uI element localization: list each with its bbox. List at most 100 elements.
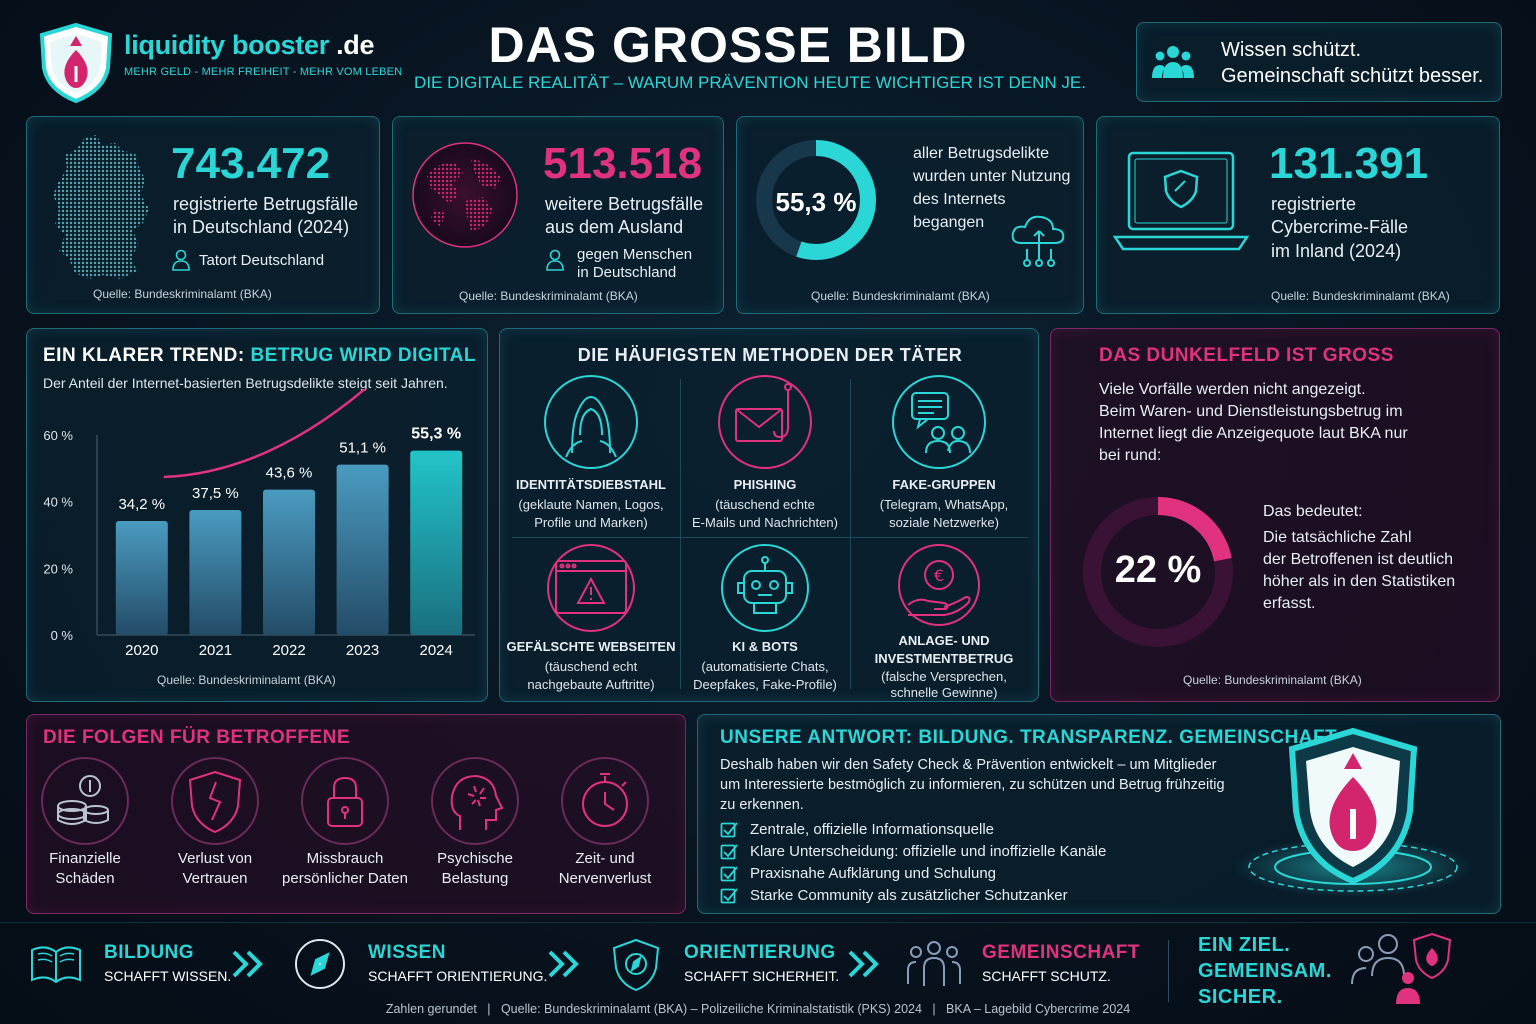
dark-m3: der Betroffenen ist deutlich [1263, 551, 1454, 568]
person-icon [171, 249, 191, 271]
dark-p4: bei rund: [1099, 447, 1162, 464]
double-chevron-icon [546, 948, 586, 980]
bar-data-label: 51,1 % [339, 440, 386, 457]
method-name: PHISHING [733, 477, 797, 492]
answer-p2: um Interessierte bestmöglich zu informie… [720, 777, 1225, 793]
laptop-shield-icon [1111, 145, 1251, 265]
check-icon [720, 821, 738, 839]
stat-source-4: Quelle: Bundeskriminalamt (BKA) [1271, 289, 1450, 303]
warning-browser-icon [542, 543, 640, 633]
footer-separator [1168, 940, 1169, 1002]
trend-title-b: BETRUG WIRD DIGITAL [250, 345, 476, 366]
bar-2022 [263, 489, 315, 635]
footer-step-title: GEMEINSCHAFT [982, 942, 1140, 963]
stat-line-2b: aus dem Ausland [545, 217, 684, 237]
consequence-label-2: persönlicher Daten [282, 870, 408, 887]
stat-line-4a: registrierte [1271, 194, 1357, 214]
donut-arc-report-rate [1083, 497, 1233, 647]
consequence-item: Missbrauch persönlicher Daten [280, 756, 410, 896]
stat-line-1a: registrierte Betrugsfälle [173, 194, 359, 214]
bar-2023 [336, 464, 389, 635]
stat-line-3a: aller Betrugsdelikte [913, 145, 1050, 162]
stat-line-4b: Cybercrime-Fälle [1271, 217, 1409, 237]
bar-2024 [410, 450, 463, 635]
consequence-label-1: Missbrauch [306, 850, 384, 867]
stat-value-3: 55,3 % [775, 187, 857, 217]
methods-divider-h [512, 537, 1028, 538]
answer-p1: Deshalb haben wir den Safety Check & Prä… [720, 757, 1217, 773]
consequence-label-2: Belastung [441, 870, 509, 887]
quote-line-1: Wissen schützt. [1221, 39, 1362, 61]
stat-card-fraud-abroad: 513.518 weitere Betrugsfälle aus dem Aus… [392, 116, 724, 314]
method-desc-1: (täuschend echte [715, 497, 815, 512]
consequence-item: Zeit- und Nervenverlust [540, 756, 670, 896]
check-item-label: Praxisnahe Aufklärung und Schulung [750, 865, 997, 882]
method-fake-websites: GEFÄLSCHTE WEBSEITEN (täuschend echt nac… [506, 543, 676, 699]
bar-data-label: 55,3 % [411, 426, 461, 443]
community-shield-icon [1348, 930, 1458, 1006]
check-item-label: Starke Community als zusätzlicher Schutz… [750, 887, 1068, 904]
stat-source-1: Quelle: Bundeskriminalamt (BKA) [93, 287, 272, 301]
brand-name-text: liquidity booster [124, 30, 329, 60]
euro-hand-icon: € [894, 543, 984, 629]
footer-step-sub: SCHAFFT ORIENTIERUNG. [368, 968, 548, 984]
trend-title: EIN KLARER TREND: BETRUG WIRD DIGITAL [43, 345, 476, 367]
people-icon [904, 936, 964, 992]
compass-icon [290, 936, 350, 992]
method-name: FAKE-GRUPPEN [892, 477, 996, 492]
page-title: DAS GROSSE BILD [488, 17, 968, 73]
footer-divider [0, 922, 1536, 923]
bar-2021 [189, 510, 242, 635]
check-item-label: Zentrale, offizielle Informationsquelle [750, 821, 995, 838]
svg-text:€: € [934, 566, 944, 585]
broken-shield-icon [170, 756, 260, 846]
trend-title-a: EIN KLARER TREND: [43, 345, 245, 366]
consequence-label-1: Psychische [437, 850, 513, 867]
dark-value: 22 % [1114, 549, 1202, 591]
dark-title: DAS DUNKELFELD IST GROSS [1099, 345, 1394, 366]
check-icon [720, 843, 738, 861]
method-identity-theft: IDENTITÄTSDIEBSTAHL (geklaute Namen, Log… [506, 373, 676, 533]
stat-source-2: Quelle: Bundeskriminalamt (BKA) [459, 289, 638, 303]
x-tick-label: 2024 [420, 642, 453, 659]
dark-m5: erfasst. [1263, 595, 1316, 612]
stat-card-cybercrime: 131.391 registrierte Cybercrime-Fälle im… [1096, 116, 1500, 314]
stat-note-1: Tatort Deutschland [199, 252, 325, 269]
double-chevron-icon [230, 948, 270, 980]
method-desc-2: E-Mails und Nachrichten) [692, 515, 838, 530]
method-phishing: PHISHING (täuschend echte E-Mails und Na… [684, 373, 846, 533]
method-desc-1: (geklaute Namen, Logos, [518, 497, 664, 512]
check-icon [720, 887, 738, 905]
page-subtitle: DIE DIGITALE REALITÄT – WARUM PRÄVENTION… [414, 73, 1086, 92]
internet-share-donut [753, 137, 879, 263]
consequence-item: Finanzielle Schäden [20, 756, 150, 896]
bar-data-label: 34,2 % [118, 496, 165, 513]
method-fake-groups: FAKE-GRUPPEN (Telegram, WhatsApp, sozial… [854, 373, 1034, 533]
consequence-label-2: Nervenverlust [558, 870, 652, 887]
method-ai-bots: KI & BOTS (automatisierte Chats, Deepfak… [684, 543, 846, 699]
goal-line-1: EIN ZIEL. [1198, 934, 1291, 956]
dark-source: Quelle: Bundeskriminalamt (BKA) [1183, 673, 1362, 687]
method-desc-1: (Telegram, WhatsApp, [879, 497, 1009, 512]
consequence-label-1: Verlust von [177, 850, 253, 867]
footer-sources: Zahlen gerundet | Quelle: Bundeskriminal… [385, 1002, 1131, 1016]
method-desc-2: Profile und Marken) [534, 515, 648, 530]
stat-value-4: 131.391 [1269, 139, 1429, 188]
brand-logo [36, 22, 116, 104]
goal-line-2: GEMEINSAM. [1198, 960, 1332, 982]
y-tick-label: 0 % [51, 628, 74, 643]
dark-p3: Internet liegt die Anzeigequote laut BKA… [1099, 425, 1408, 442]
quote-line-2: Gemeinschaft schützt besser. [1221, 65, 1484, 87]
stat-line-4c: im Inland (2024) [1271, 241, 1402, 261]
method-desc-2: schnelle Gewinne) [890, 685, 998, 700]
stat-note-2a: gegen Menschen [577, 246, 693, 263]
method-name: IDENTITÄTSDIEBSTAHL [516, 477, 666, 492]
stat-value-1: 743.472 [171, 139, 331, 188]
stat-source-3: Quelle: Bundeskriminalamt (BKA) [811, 289, 990, 303]
consequence-label-1: Zeit- und [575, 850, 635, 867]
method-name: KI & BOTS [732, 639, 798, 654]
report-rate-donut [1079, 493, 1237, 651]
coins-icon [40, 756, 130, 846]
stat-line-3d: begangen [913, 214, 985, 231]
shield-glow-graphic [1218, 721, 1488, 911]
